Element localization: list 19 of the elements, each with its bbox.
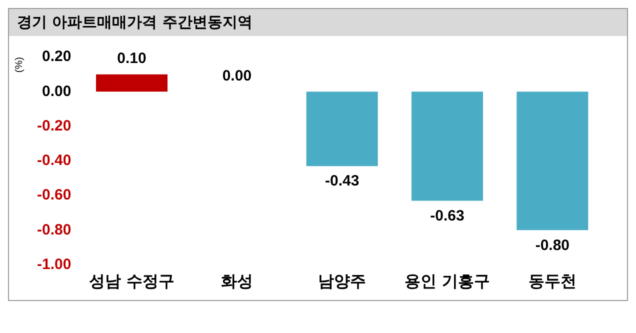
x-tick-label: 화성 <box>220 272 253 291</box>
y-tick-label: -1.00 <box>36 256 72 273</box>
x-tick-label: 성남 수정구 <box>88 272 175 291</box>
y-tick-label: 0.20 <box>42 48 72 66</box>
y-tick-label: -0.60 <box>36 186 72 204</box>
chart-title: 경기 아파트매매가격 주간변동지역 <box>9 9 627 36</box>
y-tick-label: -0.80 <box>36 221 72 238</box>
y-axis-title: (%) <box>14 57 25 73</box>
data-label: -0.80 <box>535 236 570 254</box>
data-label: 0.10 <box>117 50 146 67</box>
data-label: -0.63 <box>430 207 464 224</box>
y-tick-label: 0.00 <box>42 82 72 100</box>
y-tick-label: -0.20 <box>36 117 72 134</box>
x-tick-label: 남양주 <box>318 272 366 291</box>
data-label: -0.43 <box>324 172 360 190</box>
y-tick-label: -0.40 <box>36 152 72 170</box>
data-label: 0.00 <box>222 67 252 84</box>
x-tick-label: 용인 기흥구 <box>404 272 490 291</box>
x-tick-label: 동두천 <box>528 272 576 291</box>
